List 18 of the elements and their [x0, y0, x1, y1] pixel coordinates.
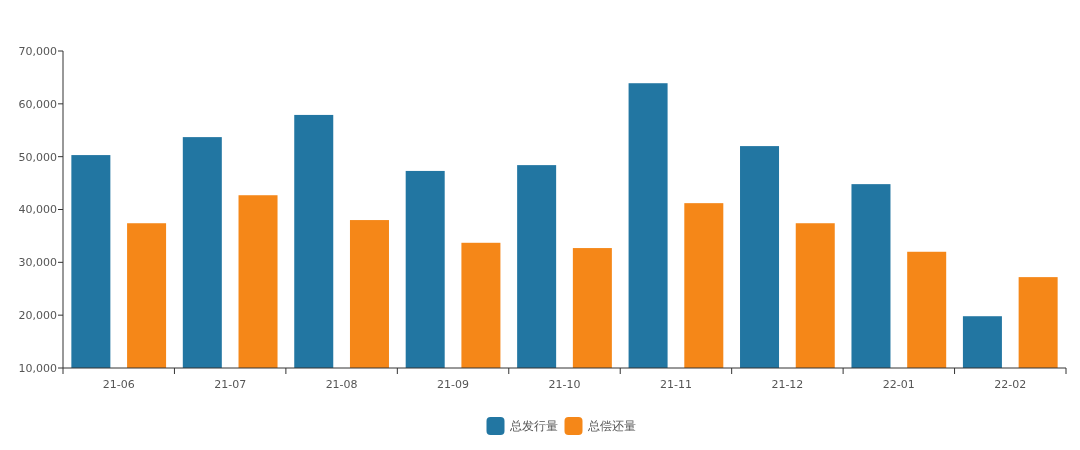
x-tick-label: 21-11: [659, 378, 692, 391]
legend-label: 总偿还量: [586, 419, 636, 434]
x-tick-label: 21-10: [548, 378, 581, 391]
x-tick-label: 22-02: [994, 378, 1027, 391]
y-tick-label: 30,000: [18, 256, 57, 270]
x-tick-label: 21-09: [437, 378, 470, 391]
x-tick-label: 22-01: [882, 378, 915, 391]
x-tick-label: 21-07: [214, 378, 247, 391]
x-tick-label: 21-12: [771, 378, 804, 391]
x-tick-label: 21-08: [325, 378, 358, 391]
legend-label: 总发行量: [508, 419, 558, 434]
y-tick-label: 60,000: [18, 97, 57, 111]
y-tick-label: 40,000: [18, 203, 57, 217]
y-tick-label: 50,000: [18, 150, 57, 164]
x-tick-label: 21-06: [102, 378, 135, 391]
y-tick-label: 10,000: [18, 361, 57, 375]
y-tick-label: 70,000: [18, 44, 57, 58]
y-tick-label: 20,000: [18, 309, 57, 323]
